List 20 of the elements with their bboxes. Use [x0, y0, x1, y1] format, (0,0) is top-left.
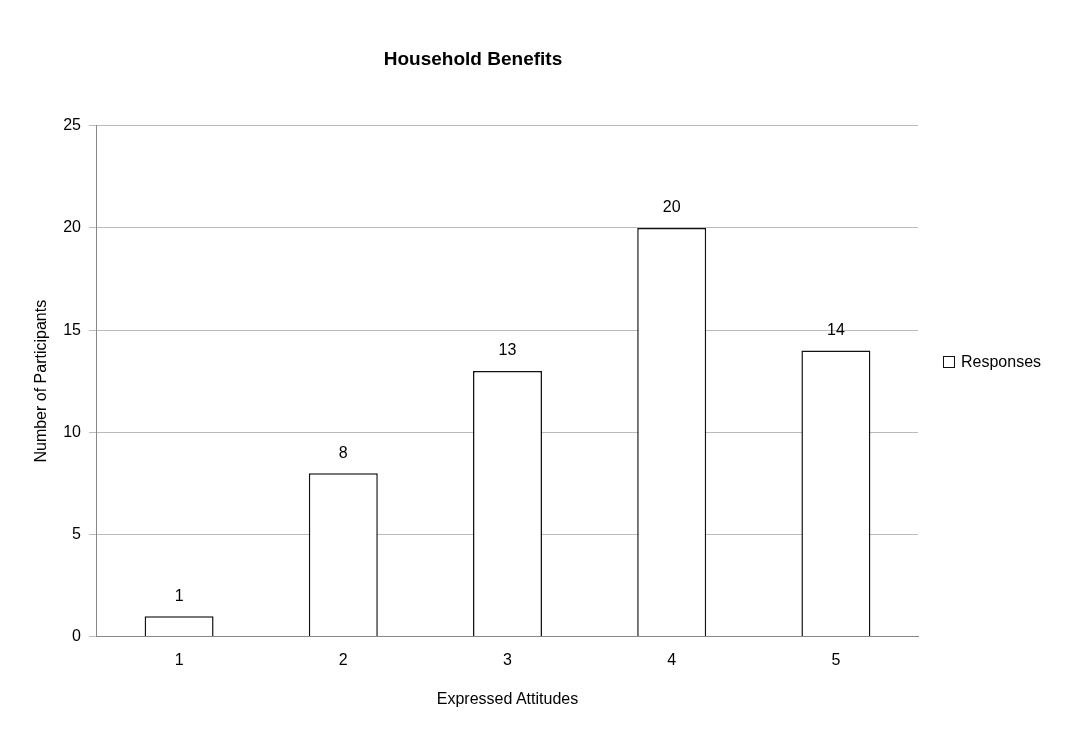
y-tick-label: 20: [63, 218, 82, 236]
y-tick-label: 25: [63, 116, 82, 134]
data-label: 8: [338, 443, 348, 461]
data-label: 14: [827, 320, 845, 338]
x-tick-label: 3: [503, 650, 513, 668]
x-tick-label: 1: [174, 650, 184, 668]
data-label: 20: [662, 198, 681, 216]
y-tick-label: 0: [72, 627, 82, 645]
chart-title: Household Benefits: [383, 47, 563, 69]
data-label: 1: [174, 586, 184, 604]
x-axis-title: Expressed Attitudes: [436, 689, 579, 707]
y-tick-label: 5: [72, 524, 82, 542]
y-axis-title: Number of Participants: [32, 299, 50, 463]
data-label: 13: [498, 341, 517, 359]
x-tick-label: 2: [338, 650, 348, 668]
y-tick-label: 10: [63, 422, 82, 440]
x-tick-label: 5: [831, 650, 841, 668]
y-tick-label: 15: [63, 320, 82, 338]
text: Responses: [961, 353, 1042, 371]
x-tick-label: 4: [667, 650, 677, 668]
